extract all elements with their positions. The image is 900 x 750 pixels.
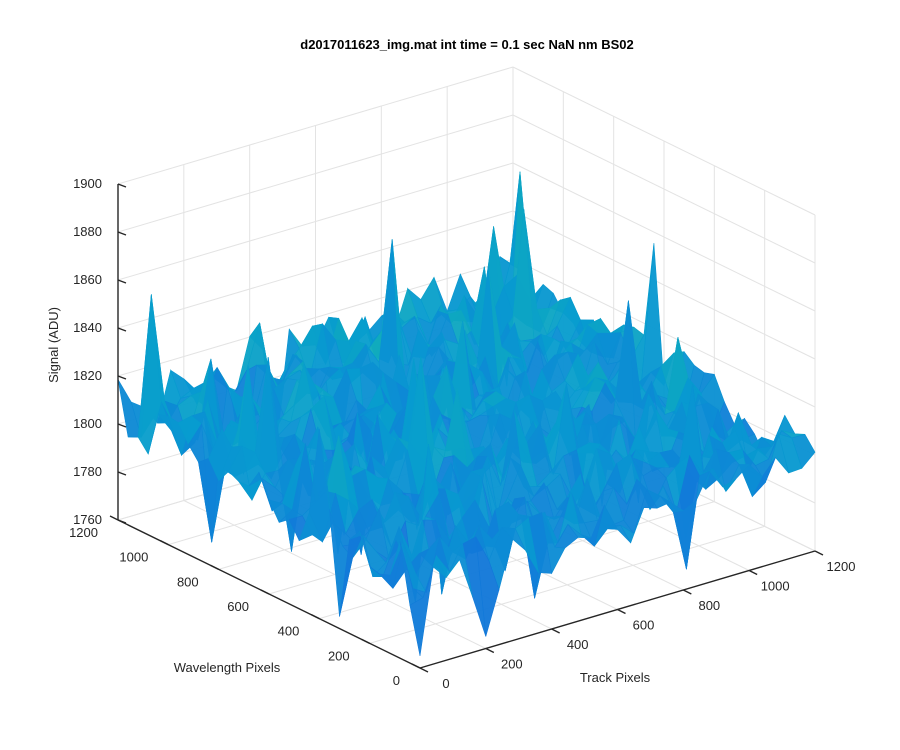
z-axis-label: Signal (ADU) [46,307,61,383]
grid-line [117,210,514,329]
z-tick [117,231,127,236]
grid-line [117,258,514,377]
z-tick [117,183,127,188]
y-tick [109,515,119,521]
x-tick [551,628,560,634]
x-tick-label: 400 [567,637,589,652]
x-tick [683,589,692,595]
x-axis-label: Track Pixels [580,670,651,685]
grid-line [512,258,816,408]
y-tick-label: 1200 [69,525,98,540]
z-tick [117,519,127,524]
grid-line [117,114,514,233]
y-tick [260,589,270,595]
y-tick-label: 1000 [119,550,148,565]
z-tick [117,471,127,476]
y-tick [160,540,169,546]
x-tick-label: 800 [698,598,720,613]
x-tick [485,647,495,654]
y-tick [411,663,421,669]
z-tick-label: 1780 [73,464,102,479]
z-tick-label: 1860 [73,272,102,287]
z-tick [117,279,127,284]
z-tick [117,375,127,380]
grid-line [369,525,765,644]
x-tick [419,667,429,673]
x-tick-label: 600 [633,618,655,633]
grid-line [512,114,816,264]
x-tick [617,608,626,615]
z-tick [117,327,127,332]
surface-patch [409,566,434,657]
grid-line [512,210,816,360]
surface-patch [137,294,162,455]
y-tick-label: 0 [393,673,400,688]
y-tick-label: 200 [328,648,350,663]
x-tick-label: 200 [501,657,523,672]
x-tick-label: 1000 [761,579,790,594]
z-tick [117,423,127,428]
z-tick-label: 1900 [73,176,102,191]
x-tick-label: 1200 [827,559,856,574]
y-tick-label: 800 [177,574,199,589]
y-tick [361,638,370,644]
y-tick-label: 600 [227,599,249,614]
surface [117,171,816,657]
grid-line [117,66,514,185]
chart-title: d2017011623_img.mat int time = 0.1 sec N… [300,37,633,52]
grid-line [117,162,514,281]
grid-line [512,162,816,312]
z-tick-label: 1800 [73,416,102,431]
y-tick [210,564,219,570]
x-tick [814,550,824,556]
y-axis-label: Wavelength Pixels [174,660,281,675]
x-tick [748,569,758,576]
y-tick [311,614,320,620]
y-tick-label: 400 [278,624,300,639]
grid-line [512,66,816,216]
x-tick-label: 0 [442,676,449,691]
z-tick-label: 1880 [73,224,102,239]
z-tick-label: 1840 [73,320,102,335]
axes: 0 200 400 600 800 1000 1200 0 200 400 600 800 1000 12… [69,176,855,691]
z-tick-label: 1820 [73,368,102,383]
z-tick-label: 1760 [73,512,102,527]
grid-line [319,501,715,620]
